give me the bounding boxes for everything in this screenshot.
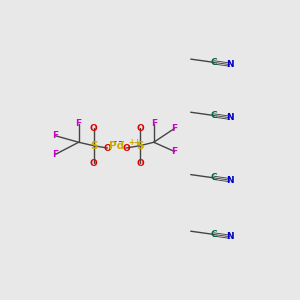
Text: F: F bbox=[52, 150, 59, 159]
Text: O: O bbox=[136, 158, 144, 167]
Text: N: N bbox=[226, 232, 234, 241]
Text: N: N bbox=[226, 176, 234, 184]
Text: C: C bbox=[211, 173, 217, 182]
Text: O: O bbox=[122, 143, 130, 152]
Text: F: F bbox=[52, 131, 59, 140]
Text: F: F bbox=[172, 147, 178, 156]
Text: C: C bbox=[211, 230, 217, 239]
Text: F: F bbox=[76, 119, 82, 128]
Text: N: N bbox=[226, 60, 234, 69]
Text: O: O bbox=[104, 143, 111, 152]
Text: −: − bbox=[117, 137, 124, 146]
Text: −: − bbox=[110, 137, 116, 146]
Text: C: C bbox=[211, 58, 217, 67]
Text: O: O bbox=[90, 124, 98, 133]
Text: S: S bbox=[136, 141, 144, 151]
Text: C: C bbox=[211, 111, 217, 120]
Text: N: N bbox=[226, 113, 234, 122]
Text: S: S bbox=[90, 141, 98, 151]
Text: F: F bbox=[151, 119, 157, 128]
Text: O: O bbox=[90, 158, 98, 167]
Text: Pd: Pd bbox=[109, 141, 124, 151]
Text: F: F bbox=[172, 124, 178, 133]
Text: ++: ++ bbox=[128, 139, 140, 148]
Text: O: O bbox=[136, 124, 144, 133]
